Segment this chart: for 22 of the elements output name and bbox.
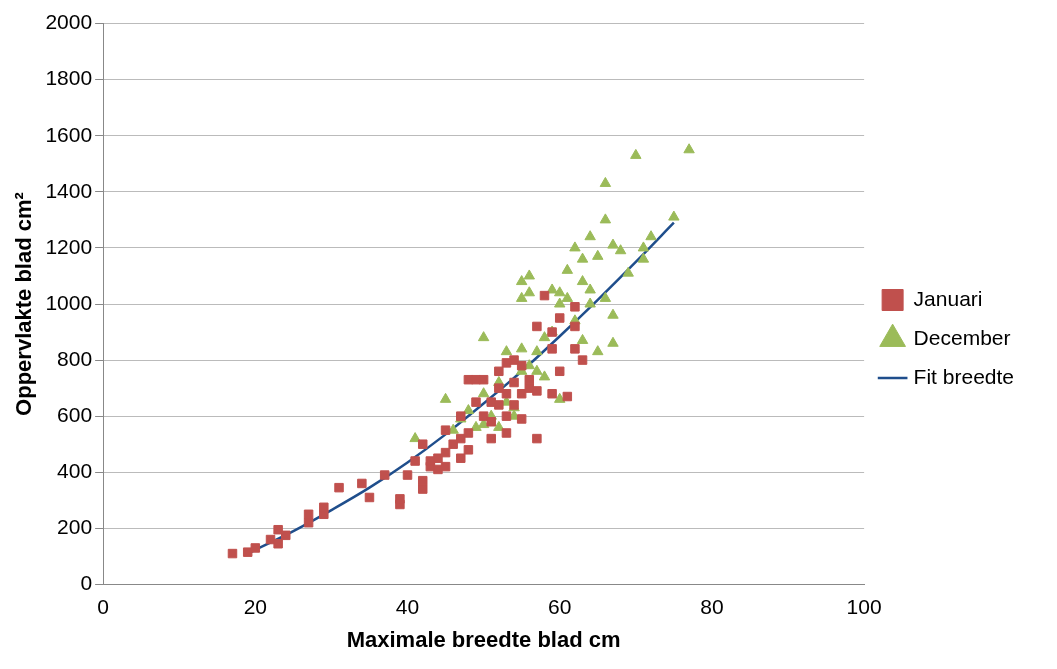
y-tick-label: 800 [57, 346, 93, 370]
x-axis-title: Maximale breedte blad cm [346, 626, 621, 652]
x-tick-label: 60 [548, 594, 572, 618]
x-tick-label: 40 [395, 594, 420, 618]
y-tick-label: 1000 [45, 290, 93, 314]
y-tick-label: 2000 [45, 10, 93, 34]
legend-label: Januari [913, 286, 983, 310]
x-tick-label: 80 [700, 594, 724, 618]
y-tick-label: 0 [80, 571, 93, 595]
y-tick-label: 200 [57, 515, 93, 539]
y-tick-label: 1600 [45, 122, 93, 146]
y-tick-label: 400 [57, 459, 93, 483]
legend-label: December [913, 325, 1011, 349]
x-tick-label: 0 [97, 594, 109, 618]
y-tick-label: 1200 [45, 234, 93, 258]
y-tick-label: 1800 [45, 66, 93, 90]
legend-label: Fit breedte [913, 364, 1014, 388]
x-tick-label: 100 [846, 594, 882, 618]
y-tick-label: 1400 [45, 178, 93, 202]
x-tick-label: 20 [243, 594, 267, 618]
y-tick-label: 600 [57, 402, 93, 426]
y-axis-title: Oppervlakte blad cm² [11, 192, 37, 416]
